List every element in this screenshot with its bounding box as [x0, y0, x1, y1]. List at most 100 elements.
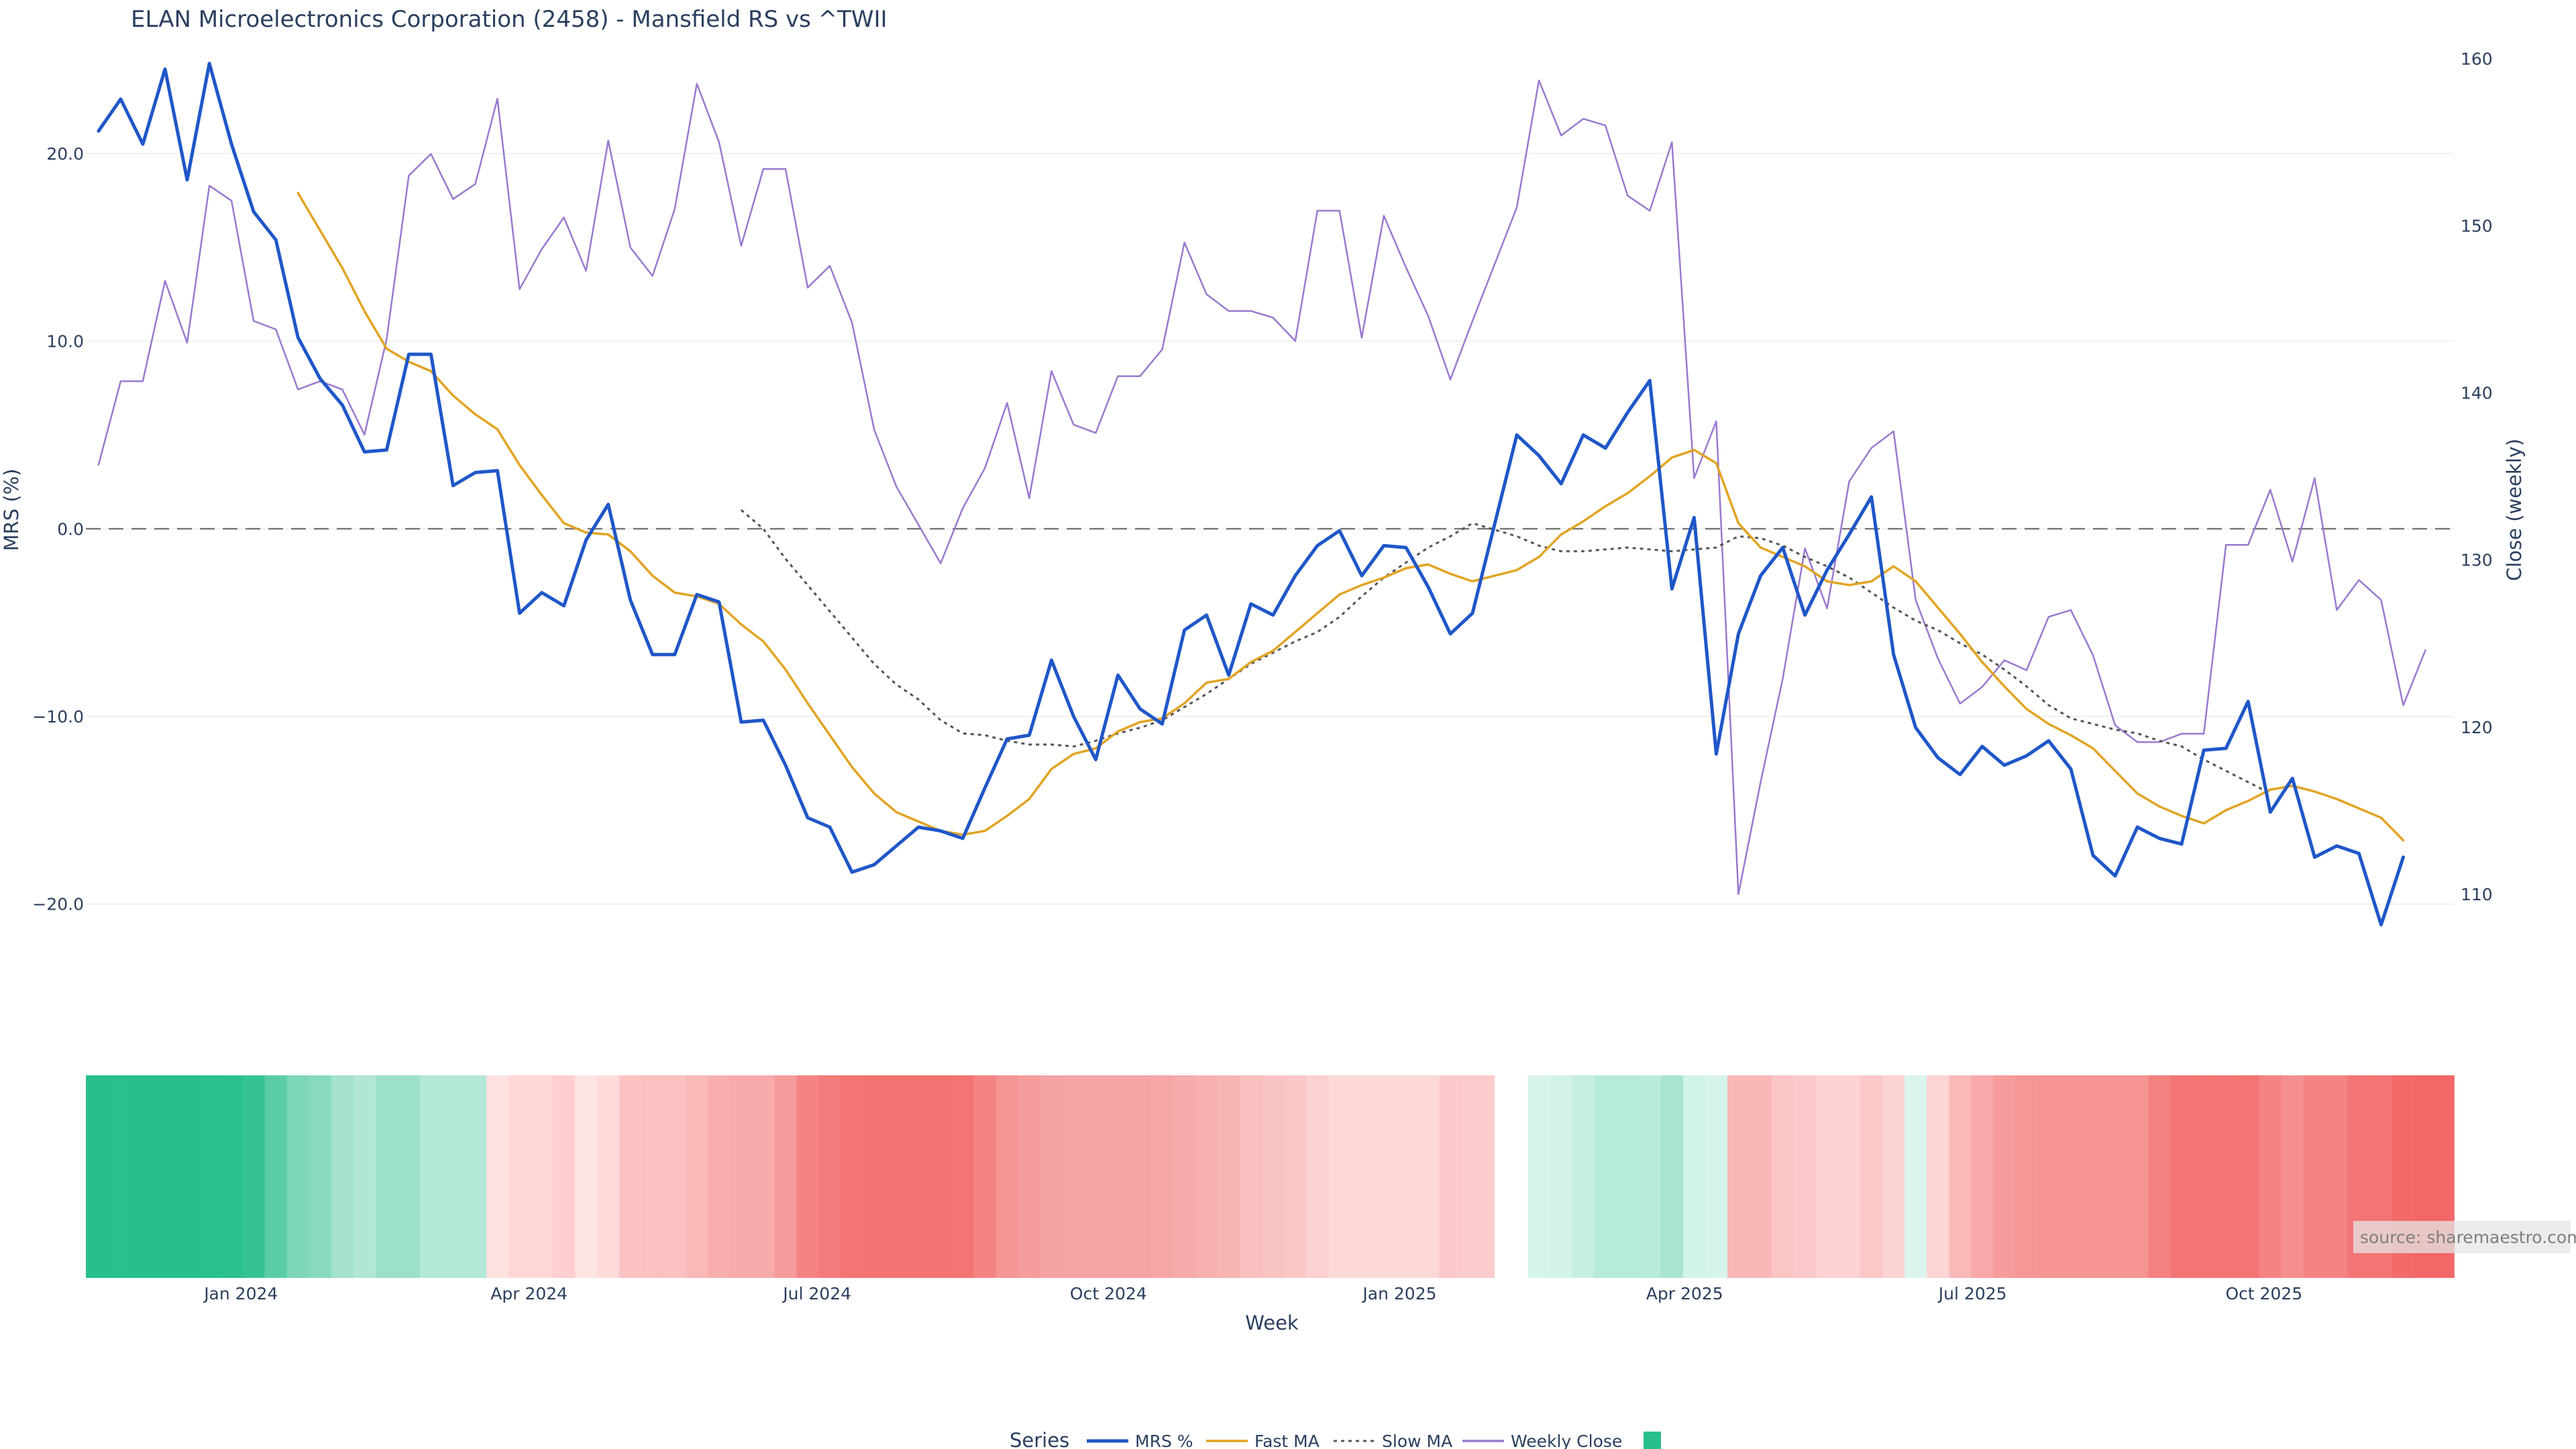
heatmap-cell — [1882, 1075, 1905, 1278]
heatmap-cell — [131, 1075, 155, 1278]
heatmap-cell — [1816, 1075, 1839, 1278]
legend-item: Slow MA — [1334, 1432, 1452, 1449]
heatmap-cell — [2148, 1075, 2171, 1278]
heatmap-cell — [597, 1075, 620, 1278]
heatmap-cell — [1495, 1075, 1529, 1278]
heatmap-cell — [2214, 1075, 2238, 1278]
heatmap-cell — [1904, 1075, 1927, 1278]
heatmap-cell — [2303, 1075, 2326, 1278]
heatmap-cell — [1660, 1075, 1684, 1278]
heatmap-cell — [2281, 1075, 2304, 1278]
heatmap-cell — [1040, 1075, 1063, 1278]
y-tick-label: −10.0 — [32, 707, 84, 727]
heatmap-cell — [863, 1075, 886, 1278]
legend-label: Slow MA — [1382, 1432, 1452, 1449]
heatmap-cell — [264, 1075, 288, 1278]
heatmap-cell — [486, 1075, 509, 1278]
heatmap-cell — [663, 1075, 687, 1278]
legend-item: Weekly Close — [1462, 1432, 1622, 1449]
heatmap-cell — [553, 1075, 576, 1278]
x-axis-title: Week — [1245, 1311, 1299, 1334]
heatmap-cell — [242, 1075, 266, 1278]
legend: Series MRS % Fast MA Slow MA Weekly Close — [1010, 1429, 1661, 1449]
heatmap-cell — [641, 1075, 664, 1278]
heatmap-cell — [2104, 1075, 2127, 1278]
source-annotation-box — [2353, 1221, 2571, 1253]
series-lines — [97, 62, 2426, 926]
y-tick-label: −20.0 — [32, 895, 84, 914]
heatmap-cell — [2325, 1075, 2349, 1278]
y2-tick-label: 120 — [2461, 718, 2493, 737]
y-axis-title: MRS (%) — [0, 469, 23, 551]
x-tick-label: Jul 2024 — [782, 1284, 851, 1303]
heatmap-cell — [1971, 1075, 1994, 1278]
heatmap-cell — [996, 1075, 1019, 1278]
heatmap-cell — [796, 1075, 820, 1278]
heatmap-cell — [1306, 1075, 1330, 1278]
legend-label: Weekly Close — [1511, 1432, 1622, 1449]
heatmap-cell — [1927, 1075, 1949, 1278]
heatmap-cell — [1794, 1075, 1817, 1278]
chart-title: ELAN Microelectronics Corporation (2458)… — [131, 6, 888, 33]
heatmap-cell — [1151, 1075, 1174, 1278]
heatmap-cell — [1750, 1075, 1772, 1278]
series-line-weekly-close — [97, 79, 2426, 896]
x-axis-ticks: Jan 2024 Apr 2024 Jul 2024 Oct 2024 Jan 2025… — [203, 1284, 2302, 1303]
x-tick-label: Oct 2024 — [1070, 1284, 1147, 1303]
heatmap-cell — [1084, 1075, 1108, 1278]
heatmap-cell — [841, 1075, 864, 1278]
legend-item: MRS % — [1087, 1432, 1193, 1449]
series-line-mrs — [97, 62, 2405, 926]
heatmap-cell — [2192, 1075, 2216, 1278]
heatmap-cell — [1218, 1075, 1240, 1278]
legend-label: MRS % — [1135, 1432, 1193, 1449]
heatmap-cell — [441, 1075, 465, 1278]
heatmap-cell — [2082, 1075, 2105, 1278]
y2-axis-title: Close (weekly) — [2503, 439, 2526, 581]
heatmap-cell — [1240, 1075, 1263, 1278]
heatmap-cell — [1638, 1075, 1662, 1278]
heatmap-cell — [907, 1075, 930, 1278]
heatmap-cell — [154, 1075, 177, 1278]
heatmap-cell — [86, 1075, 111, 1278]
heatmap-cell — [1107, 1075, 1130, 1278]
heatmap-cell — [1195, 1075, 1218, 1278]
heatmap-cell — [1439, 1075, 1462, 1278]
heatmap-cell — [1705, 1075, 1728, 1278]
heatmap-cell — [1772, 1075, 1794, 1278]
heatmap-cell — [331, 1075, 354, 1278]
heatmap-cell — [1395, 1075, 1418, 1278]
heatmap-cell — [1838, 1075, 1861, 1278]
y2-tick-label: 130 — [2461, 551, 2493, 570]
heatmap-cell — [708, 1075, 731, 1278]
heatmap-cell — [464, 1075, 487, 1278]
y-axis-ticks: −20.0 −10.0 0.0 10.0 20.0 — [32, 144, 84, 914]
heatmap-cell — [286, 1075, 310, 1278]
heatmap-cell — [176, 1075, 199, 1278]
legend-title: Series — [1010, 1429, 1069, 1449]
heatmap-cell — [1129, 1075, 1152, 1278]
heatmap-cell — [1860, 1075, 1883, 1278]
y2-tick-label: 160 — [2461, 49, 2493, 68]
y2-tick-label: 150 — [2461, 217, 2493, 236]
heatmap-cell — [752, 1075, 775, 1278]
heatmap-cell — [198, 1075, 221, 1278]
heatmap-cell — [1949, 1075, 1972, 1278]
y2-axis-ticks: 110 120 130 140 150 160 — [2461, 49, 2493, 904]
heatmap-cell — [2059, 1075, 2083, 1278]
heatmap-cell — [1373, 1075, 1396, 1278]
heatmap-cell — [1594, 1075, 1617, 1278]
heatmap-cell — [2126, 1075, 2149, 1278]
legend-swatch — [1644, 1432, 1661, 1449]
legend-item: Fast MA — [1206, 1432, 1320, 1449]
heatmap-cell — [2015, 1075, 2039, 1278]
heatmap-cell — [951, 1075, 975, 1278]
heatmap-cell — [1993, 1075, 2017, 1278]
heatmap-cell — [375, 1075, 398, 1278]
y-tick-label: 0.0 — [57, 519, 84, 539]
heatmap-cell — [397, 1075, 421, 1278]
x-tick-label: Jan 2025 — [1361, 1284, 1436, 1303]
heatmap-cell — [2037, 1075, 2061, 1278]
heatmap-cell — [774, 1075, 798, 1278]
heatmap-cell — [1527, 1075, 1551, 1278]
